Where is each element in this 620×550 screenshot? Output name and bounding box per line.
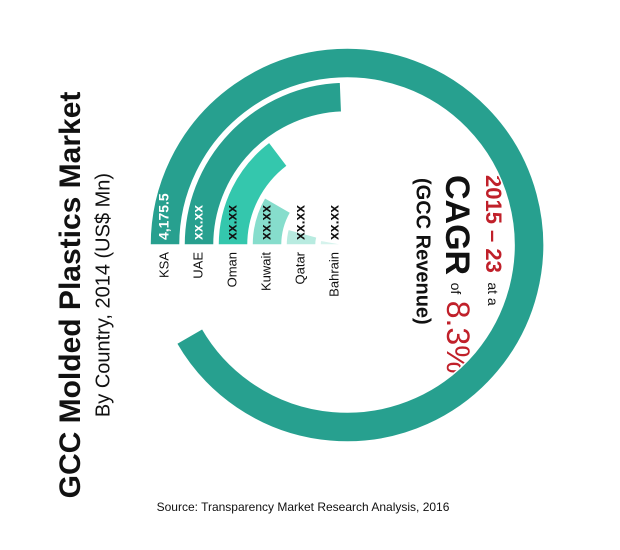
bar	[149, 47, 545, 443]
cagr-label: CAGR	[438, 175, 476, 275]
chart-title: GCC Molded Plastics Market	[54, 92, 87, 499]
chart-subtitle: By Country, 2014 (US$ Mn)	[92, 173, 114, 417]
source: Source: Transparency Market Research Ana…	[157, 500, 450, 514]
cagr-scope: (GCC Revenue)	[412, 178, 434, 325]
value-label: xx.xx	[258, 205, 274, 240]
value-label: xx.xx	[190, 205, 206, 240]
category-label: KSA	[156, 252, 171, 278]
category-label: Bahrain	[326, 252, 341, 297]
value-label: xx.xx	[326, 205, 342, 240]
bar	[285, 228, 318, 246]
category-label: UAE	[190, 252, 205, 279]
value-label: xx.xx	[224, 205, 240, 240]
cagr-period: 2015 – 23	[481, 175, 506, 273]
bar	[251, 196, 292, 246]
bar	[183, 81, 343, 246]
bar	[217, 140, 289, 246]
category-label: Oman	[224, 252, 239, 287]
cagr-at-a: at a	[485, 282, 501, 306]
cagr-of: of	[448, 283, 464, 295]
cagr-line-2: CAGR of 8.3%	[438, 175, 476, 374]
value-label: 4,175.5	[156, 193, 172, 240]
value-label: xx.xx	[292, 205, 308, 240]
category-label: Qatar	[292, 251, 307, 284]
cagr-line-1: 2015 – 23 at a	[481, 175, 506, 306]
category-label: Kuwait	[258, 252, 273, 291]
bar	[319, 239, 351, 247]
